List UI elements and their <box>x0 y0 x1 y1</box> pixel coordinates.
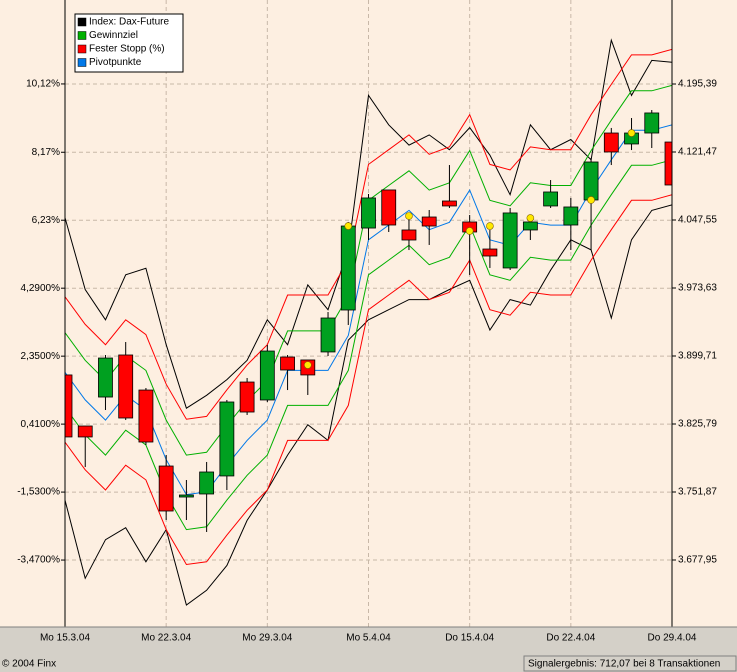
signal-dot <box>405 212 413 220</box>
x-tick-label: Do 29.4.04 <box>648 633 697 644</box>
candle-body <box>118 354 134 419</box>
candle-body <box>77 425 93 438</box>
candle-body <box>603 132 619 153</box>
candle-body <box>442 200 457 207</box>
x-tick-label: Mo 22.3.04 <box>141 633 191 644</box>
y2-tick-label: 3.677,95 <box>678 555 717 566</box>
y-tick-label: 2,3500% <box>21 351 61 362</box>
series-line <box>65 194 672 566</box>
legend-swatch <box>77 31 87 40</box>
candle-body <box>98 357 113 398</box>
candle-body <box>563 206 579 226</box>
candle-body <box>219 401 235 477</box>
series-line <box>65 38 672 409</box>
y-tick-label: -3,4700% <box>17 555 60 566</box>
y-tick-label: 8,17% <box>32 147 60 158</box>
candle-body <box>482 248 498 257</box>
legend-label: Fester Stopp (%) <box>89 44 165 55</box>
legend-swatch <box>77 58 87 67</box>
signal-dot <box>587 196 595 204</box>
plot-area <box>65 0 672 627</box>
signal-dot <box>465 227 474 235</box>
y-tick-label: -1,5300% <box>17 487 60 498</box>
legend: Index: Dax-Future Gewinnziel Fester Stopp … <box>74 13 184 73</box>
footer-box <box>523 655 737 672</box>
candle-body <box>239 381 255 413</box>
x-tick-label: Mo 15.3.04 <box>40 633 90 644</box>
y2-tick-label: 4.121,47 <box>678 147 717 158</box>
y-tick-label: 0,4100% <box>21 419 61 430</box>
candle-body <box>259 350 275 401</box>
footer-right: Signalergebnis: 712,07 bei 8 Transaktion… <box>528 659 720 670</box>
y2-tick-label: 3.825,79 <box>678 419 717 430</box>
x-tick-label: Mo 5.4.04 <box>346 633 391 644</box>
x-tick-label: Do 15.4.04 <box>445 633 494 644</box>
y2-tick-label: 3.751,87 <box>678 487 717 498</box>
axes: 10,12% 8,17% 6,23% 4,2900% 2,3500% 0,4100% -1,… <box>0 0 737 644</box>
legend-swatch <box>77 17 87 27</box>
candle-body <box>340 225 356 311</box>
legend-label: Gewinnziel <box>89 30 138 41</box>
candle-body <box>361 197 376 229</box>
candle-body <box>138 389 154 443</box>
series-line <box>65 48 672 420</box>
candle-body <box>583 161 599 201</box>
candle-body <box>280 356 295 371</box>
candle-body <box>199 471 215 495</box>
signal-dot <box>303 361 312 369</box>
y-tick-label: 4,2900% <box>21 283 61 294</box>
legend-label: Index: Dax-Future <box>89 17 169 28</box>
footer-left: © 2004 Finx <box>2 659 56 670</box>
x-tick-label: Do 22.4.04 <box>546 633 595 644</box>
candle-body <box>65 374 73 438</box>
candle-body <box>502 212 518 269</box>
y2-tick-label: 3.899,71 <box>678 351 717 362</box>
signal-dot <box>526 214 535 222</box>
candle-body <box>158 465 174 512</box>
candle-body <box>401 229 417 241</box>
signal-dot <box>627 129 636 137</box>
y-tick-label: 6,23% <box>32 215 60 226</box>
legend-swatch <box>77 44 87 54</box>
y2-tick-label: 3.973,63 <box>678 283 717 294</box>
candle-body <box>421 216 437 227</box>
y2-tick-label: 4.195,39 <box>678 79 717 90</box>
legend-label: Pivotpunkte <box>89 57 142 68</box>
candle-body <box>522 221 538 231</box>
candle-body <box>644 112 660 134</box>
signal-dot <box>486 222 494 230</box>
x-tick-label: Mo 29.3.04 <box>242 633 292 644</box>
background <box>0 0 737 627</box>
candle-body <box>664 141 672 186</box>
candle-body <box>178 494 194 498</box>
y-tick-label: 10,12% <box>26 79 60 90</box>
y2-tick-label: 4.047,55 <box>678 215 717 226</box>
candle-body <box>381 189 397 226</box>
legend-box <box>74 13 184 73</box>
candle-body <box>320 317 336 353</box>
signal-dot <box>344 222 353 230</box>
candle-body <box>543 191 558 207</box>
